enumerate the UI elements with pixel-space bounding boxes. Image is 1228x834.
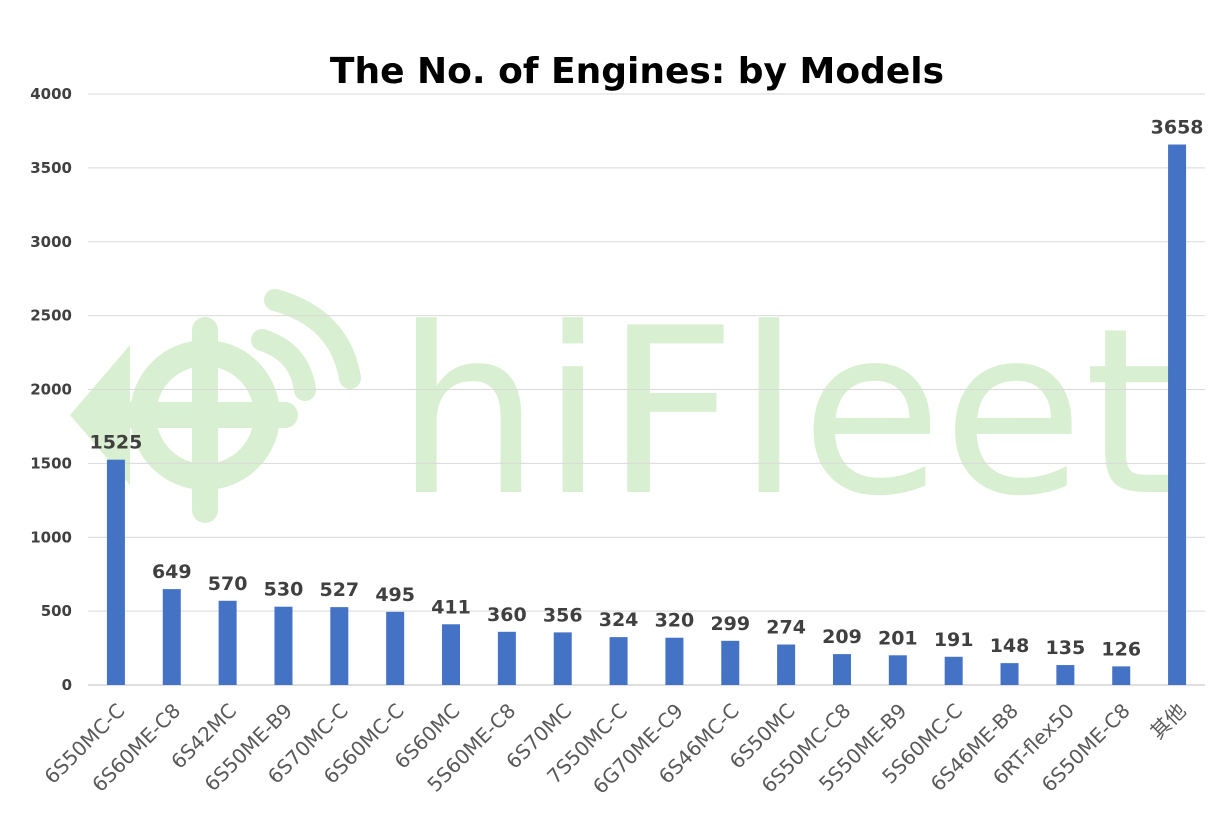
data-label: 3658 xyxy=(1151,117,1204,139)
x-tick-label: 其他 xyxy=(1145,699,1190,744)
y-tick-label: 1500 xyxy=(30,454,72,472)
bar xyxy=(218,600,237,685)
y-tick-label: 1000 xyxy=(30,528,72,546)
data-label: 356 xyxy=(543,604,583,626)
watermark-text: hiFleet xyxy=(395,280,1174,547)
x-axis: 6S50MC-C6S60ME-C86S42MC6S50ME-B96S70MC-C… xyxy=(39,699,1190,799)
bar xyxy=(665,637,684,685)
bar xyxy=(1112,666,1131,685)
data-label: 201 xyxy=(878,627,918,649)
bar xyxy=(944,656,963,685)
bar xyxy=(497,631,516,685)
data-label: 360 xyxy=(487,604,527,626)
bar xyxy=(888,655,907,685)
y-tick-label: 3000 xyxy=(30,233,72,251)
y-tick-label: 0 xyxy=(62,676,72,694)
data-label: 530 xyxy=(264,579,304,601)
data-label: 274 xyxy=(766,617,806,639)
data-label: 570 xyxy=(208,573,248,595)
bar xyxy=(1168,144,1187,685)
data-label: 495 xyxy=(375,584,415,606)
data-label: 299 xyxy=(710,613,750,635)
y-tick-label: 4000 xyxy=(30,85,72,103)
data-label: 649 xyxy=(152,561,192,583)
bar xyxy=(330,607,349,685)
data-label: 209 xyxy=(822,626,862,648)
bar xyxy=(162,589,181,685)
bar xyxy=(1056,665,1075,685)
bar xyxy=(832,654,851,685)
data-label: 126 xyxy=(1101,638,1141,660)
y-tick-label: 2500 xyxy=(30,307,72,325)
bar xyxy=(553,632,572,685)
y-tick-label: 500 xyxy=(41,602,72,620)
bar xyxy=(721,640,740,685)
data-labels: 1525 649 570 530 527 495 411 360 356 324 320 299 274… xyxy=(89,117,1203,661)
bar xyxy=(106,459,125,685)
bar xyxy=(1000,663,1019,685)
data-label: 1525 xyxy=(89,432,142,454)
data-label: 527 xyxy=(319,579,359,601)
hifleet-watermark: hiFleet xyxy=(70,280,1174,547)
data-label: 324 xyxy=(599,609,639,631)
bar xyxy=(609,637,628,685)
data-label: 191 xyxy=(934,629,974,651)
bar xyxy=(274,606,293,685)
bars xyxy=(106,144,1187,685)
y-axis: 0 500 1000 1500 2000 2500 3000 3500 4000 xyxy=(30,85,72,694)
data-label: 320 xyxy=(655,610,695,632)
y-tick-label: 3500 xyxy=(30,159,72,177)
bar xyxy=(442,624,461,685)
hifleet-logo-icon xyxy=(70,289,361,523)
data-label: 135 xyxy=(1046,637,1086,659)
data-label: 411 xyxy=(431,596,471,618)
y-tick-label: 2000 xyxy=(30,381,72,399)
bar xyxy=(386,611,405,685)
gridlines xyxy=(88,93,1205,686)
data-label: 148 xyxy=(990,635,1030,657)
chart-title: The No. of Engines: by Models xyxy=(330,51,944,92)
bar xyxy=(777,644,796,685)
